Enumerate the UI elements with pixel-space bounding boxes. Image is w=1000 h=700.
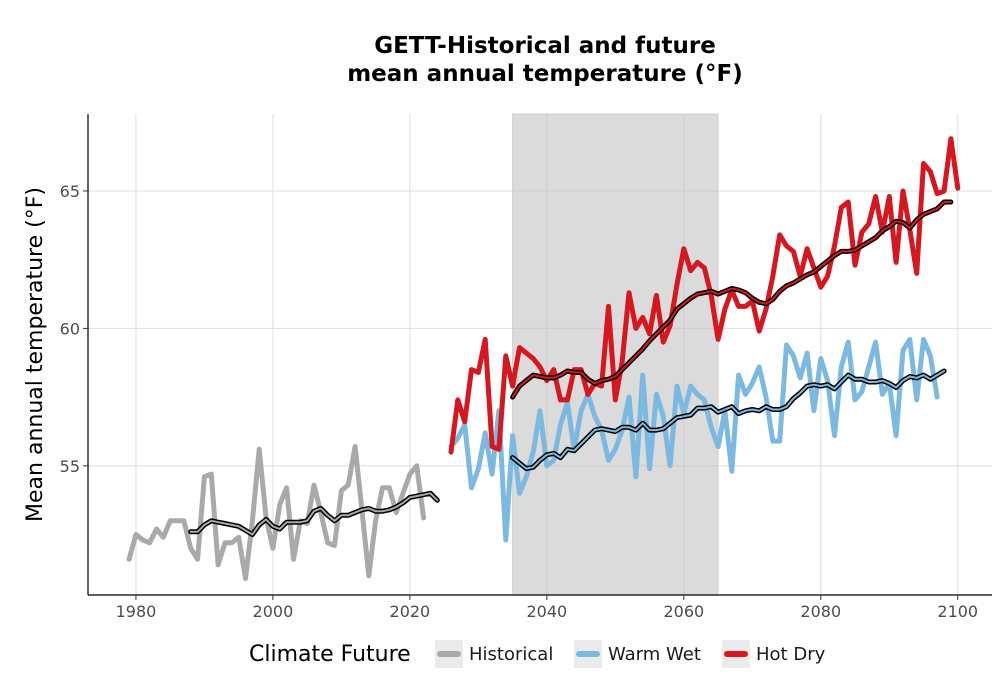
- series-line-hot-dry: [448, 136, 961, 455]
- x-tick-label: 2080: [800, 602, 841, 621]
- y-tick-label: 60: [60, 319, 80, 338]
- smoothed-line-historical: [189, 492, 439, 536]
- x-tick-label: 2040: [526, 602, 567, 621]
- legend-key-warm-wet: [574, 640, 602, 668]
- x-tick-label: 2100: [937, 602, 978, 621]
- x-tick-label: 2000: [253, 602, 294, 621]
- legend-label-warm-wet: Warm Wet: [608, 644, 701, 665]
- legend-key-historical: [435, 640, 463, 668]
- legend: Climate Future Historical Warm Wet Hot D…: [0, 640, 1000, 670]
- x-tick-label: 2060: [663, 602, 704, 621]
- legend-title: Climate Future: [249, 642, 411, 667]
- shaded-period-band: [512, 113, 719, 596]
- legend-label-hot-dry: Hot Dry: [756, 644, 826, 665]
- chart-title-line1: GETT-Historical and future: [374, 33, 716, 59]
- y-tick-label: 55: [60, 457, 80, 476]
- chart-title-line2: mean annual temperature (°F): [347, 61, 743, 87]
- y-axis-label: Mean annual temperature (°F): [23, 187, 48, 522]
- y-tick-label: 65: [60, 182, 80, 201]
- x-tick-label: 2020: [390, 602, 431, 621]
- legend-key-hot-dry: [722, 640, 750, 668]
- smoothed-line-hot-dry: [511, 201, 952, 399]
- smoothed-line-warm-wet: [511, 370, 946, 470]
- series-line-warm-wet: [448, 336, 940, 543]
- x-tick-label: 1980: [116, 602, 157, 621]
- legend-label-historical: Historical: [469, 644, 554, 665]
